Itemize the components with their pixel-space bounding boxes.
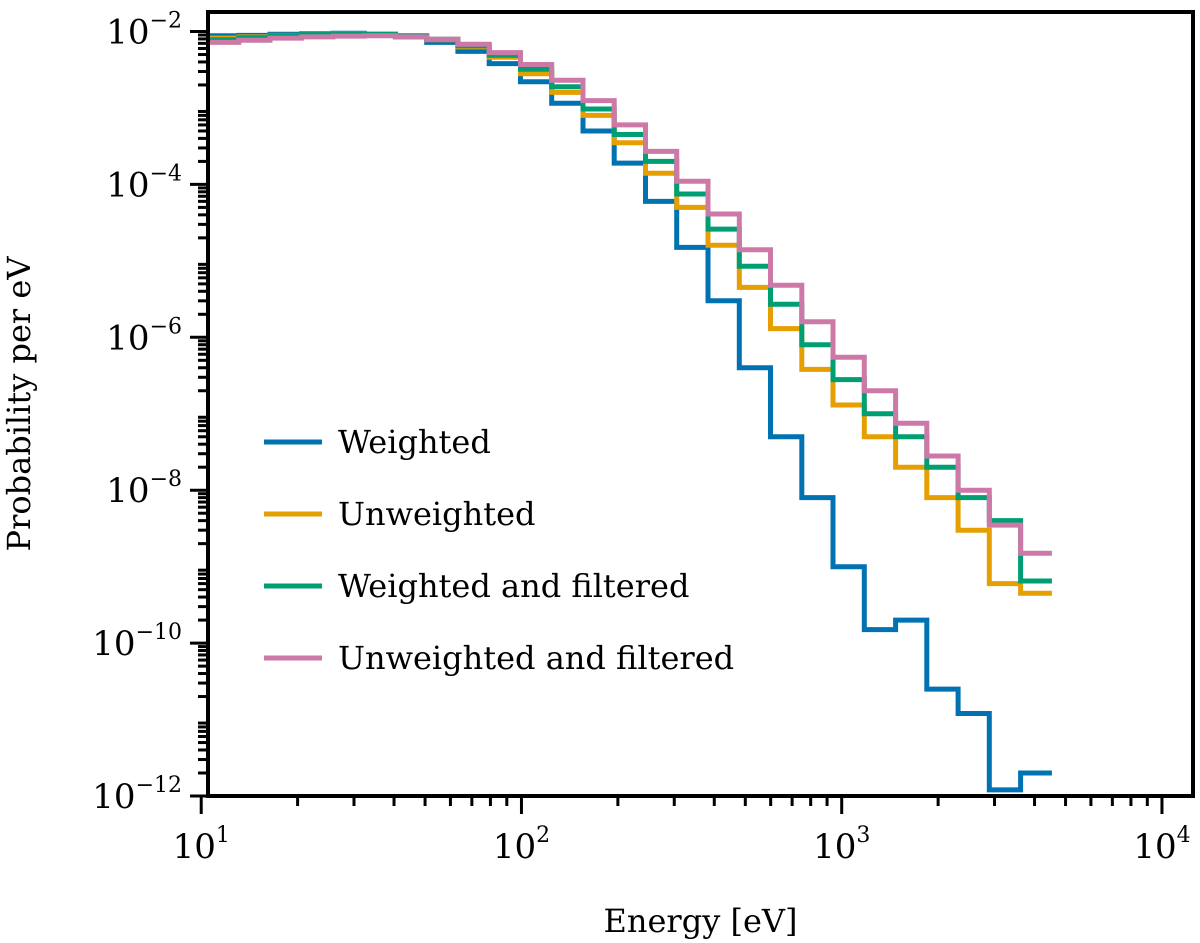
y-tick-label: 10−12 — [92, 773, 182, 817]
series-layer — [208, 30, 1052, 793]
legend-label-weighted: Weighted — [338, 423, 491, 461]
x-tick-label: 103 — [813, 823, 870, 867]
x-tick-label: 101 — [173, 823, 230, 867]
y-tick-label: 10−6 — [106, 314, 182, 358]
y-tick-label: 10−8 — [106, 467, 182, 511]
x-tick-label: 102 — [493, 823, 550, 867]
x-tick-label: 104 — [1133, 823, 1190, 867]
legend-label-unweighted-and-filtered: Unweighted and filtered — [338, 639, 734, 677]
y-tick-label: 10−10 — [92, 620, 182, 664]
y-tick-label: 10−4 — [106, 161, 182, 205]
series-line-unweighted-and-filtered — [208, 33, 1052, 556]
major-ticks: 101 102 103 104 10−2 10−4 10−6 10−8 10−10 10−12 — [92, 9, 1190, 867]
legend: Weighted Unweighted Weighted and filtere… — [264, 423, 734, 677]
y-tick-label: 10−2 — [106, 9, 182, 53]
y-axis-label: Probability per eV — [0, 256, 38, 552]
series-line-unweighted — [208, 31, 1052, 596]
x-axis-label: Energy [eV] — [604, 902, 798, 940]
legend-label-unweighted: Unweighted — [338, 495, 536, 533]
plot-frame — [206, 10, 1195, 798]
legend-label-weighted-and-filtered: Weighted and filtered — [338, 567, 689, 605]
